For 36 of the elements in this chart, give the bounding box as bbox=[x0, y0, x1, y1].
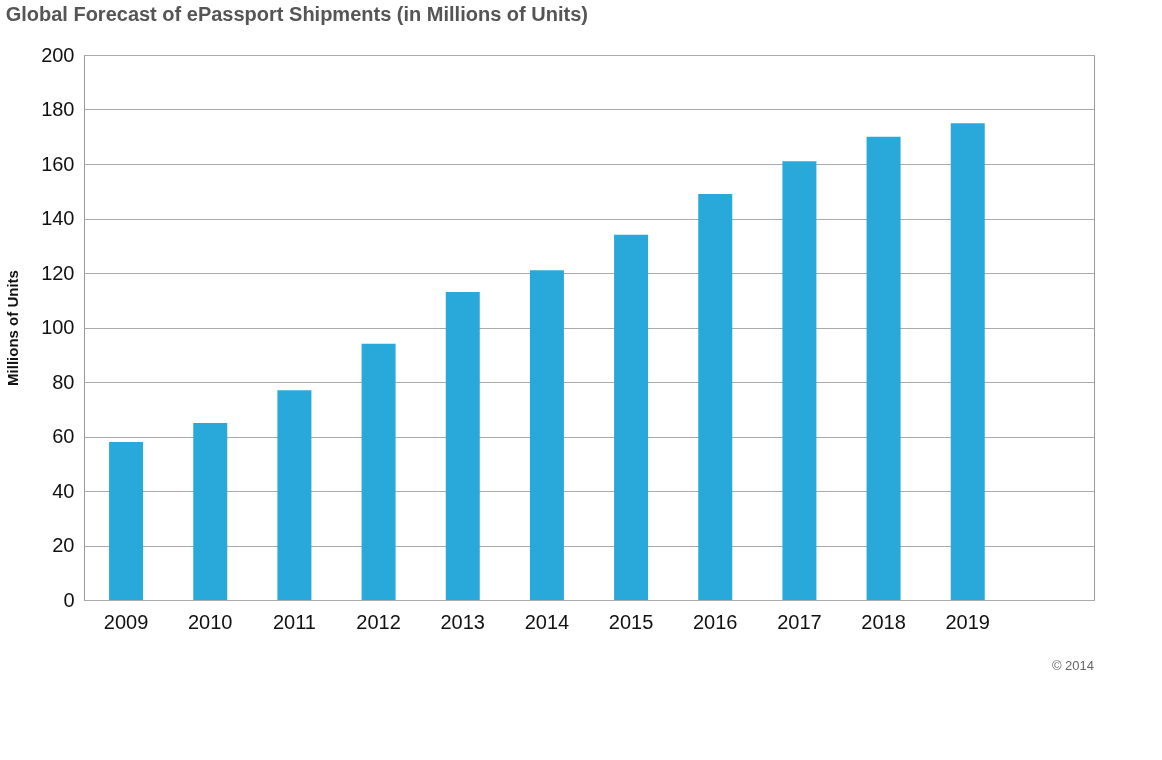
x-tick-label: 2013 bbox=[440, 610, 485, 633]
bar bbox=[866, 136, 901, 600]
y-tick-label: 20 bbox=[52, 534, 75, 556]
y-tick-label: 100 bbox=[41, 316, 75, 338]
bar bbox=[109, 441, 144, 600]
x-tick-label: 2019 bbox=[945, 610, 990, 633]
text: © 2014 bbox=[1051, 658, 1094, 673]
y-tick-label: 200 bbox=[41, 43, 75, 66]
x-tick-label: 2016 bbox=[693, 610, 738, 633]
y-tick-label: 0 bbox=[63, 588, 75, 611]
bar bbox=[698, 193, 733, 600]
x-tick-label: 2009 bbox=[103, 610, 149, 633]
x-tick-label: 2015 bbox=[608, 610, 654, 633]
x-tick-label: 2012 bbox=[356, 610, 401, 633]
y-tick-label: 60 bbox=[52, 425, 75, 447]
x-tick-label: 2010 bbox=[188, 610, 233, 633]
bar bbox=[950, 123, 985, 600]
bar bbox=[445, 292, 480, 600]
y-axis-title: Millions of Units bbox=[4, 270, 22, 386]
bar bbox=[614, 234, 649, 600]
y-tick-label: 80 bbox=[52, 370, 75, 393]
y-tick-label: 160 bbox=[41, 152, 75, 175]
chart-title: Global Forecast of ePassport Shipments (in Millions of Units) bbox=[5, 3, 588, 25]
y-tick-label: 140 bbox=[41, 207, 75, 229]
bar bbox=[361, 343, 396, 600]
bar bbox=[782, 161, 817, 600]
x-tick-label: 2014 bbox=[524, 610, 570, 633]
y-tick-label: 120 bbox=[41, 261, 75, 284]
bar bbox=[277, 390, 312, 600]
x-tick-label: 2011 bbox=[272, 610, 316, 633]
y-tick-label: 40 bbox=[52, 479, 75, 502]
x-tick-label: 2017 bbox=[777, 610, 822, 633]
bar bbox=[529, 270, 564, 600]
x-tick-label: 2018 bbox=[861, 610, 906, 633]
y-tick-label: 180 bbox=[41, 98, 75, 120]
bar bbox=[193, 422, 228, 600]
